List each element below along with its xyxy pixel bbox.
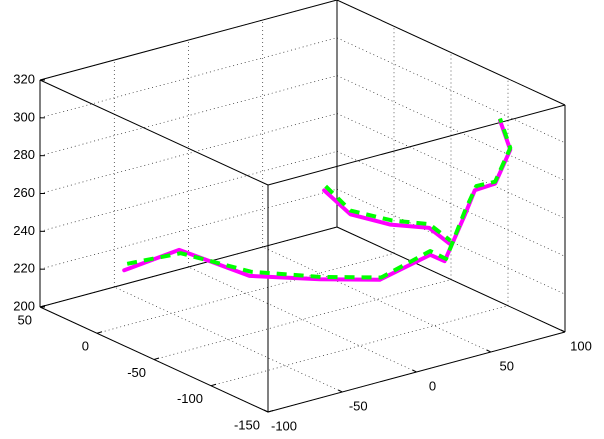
z-tick-label: 200: [13, 298, 35, 313]
y-tick-label: -50: [127, 365, 146, 380]
x-tick-label: -50: [349, 398, 368, 413]
x-tick: [338, 389, 343, 393]
z-tick-label: 220: [13, 261, 35, 276]
x-tick-label: 50: [500, 358, 514, 373]
grid-line: [39, 37, 338, 119]
z-tick-label: 320: [13, 71, 35, 86]
grid-line: [39, 188, 338, 270]
x-tick: [560, 329, 566, 333]
x-tick: [263, 409, 269, 413]
grid-line: [96, 252, 395, 334]
y-tick: [153, 357, 160, 360]
box-edge: [336, 0, 566, 106]
grid-line: [39, 113, 338, 194]
y-tick-label: -100: [177, 391, 203, 406]
y-tick: [267, 410, 274, 413]
box-edge: [267, 104, 566, 186]
z-tick-label: 300: [13, 109, 35, 124]
z-tick-label: 280: [13, 147, 35, 162]
grid-line: [188, 266, 417, 373]
x-tick: [486, 349, 491, 353]
y-tick: [96, 331, 103, 334]
x-tick-label: 100: [570, 338, 592, 353]
box-edge: [39, 226, 338, 308]
x-tick-label: 0: [429, 378, 436, 393]
trajectory: [122, 118, 513, 282]
grid-line: [39, 151, 338, 232]
y-tick-label: 50: [18, 312, 32, 327]
y-tick-label: -150: [234, 417, 260, 432]
trajectory: [322, 188, 453, 247]
box-edge: [336, 226, 566, 333]
y-tick: [210, 383, 217, 387]
x-tick-label: -100: [271, 418, 297, 433]
trajectory: [324, 184, 452, 243]
z-tick-label: 260: [13, 185, 35, 200]
y-tick-label: 0: [82, 339, 89, 354]
trajectory: [126, 117, 513, 280]
box-edge: [39, 0, 338, 81]
y-tick: [39, 305, 46, 308]
grid-line: [210, 305, 509, 387]
grid-line: [262, 246, 491, 353]
grid-line: [39, 75, 338, 156]
box-edge: [39, 79, 269, 186]
x-tick: [412, 369, 417, 373]
z-tick-label: 240: [13, 223, 35, 238]
grid-line: [153, 279, 452, 360]
